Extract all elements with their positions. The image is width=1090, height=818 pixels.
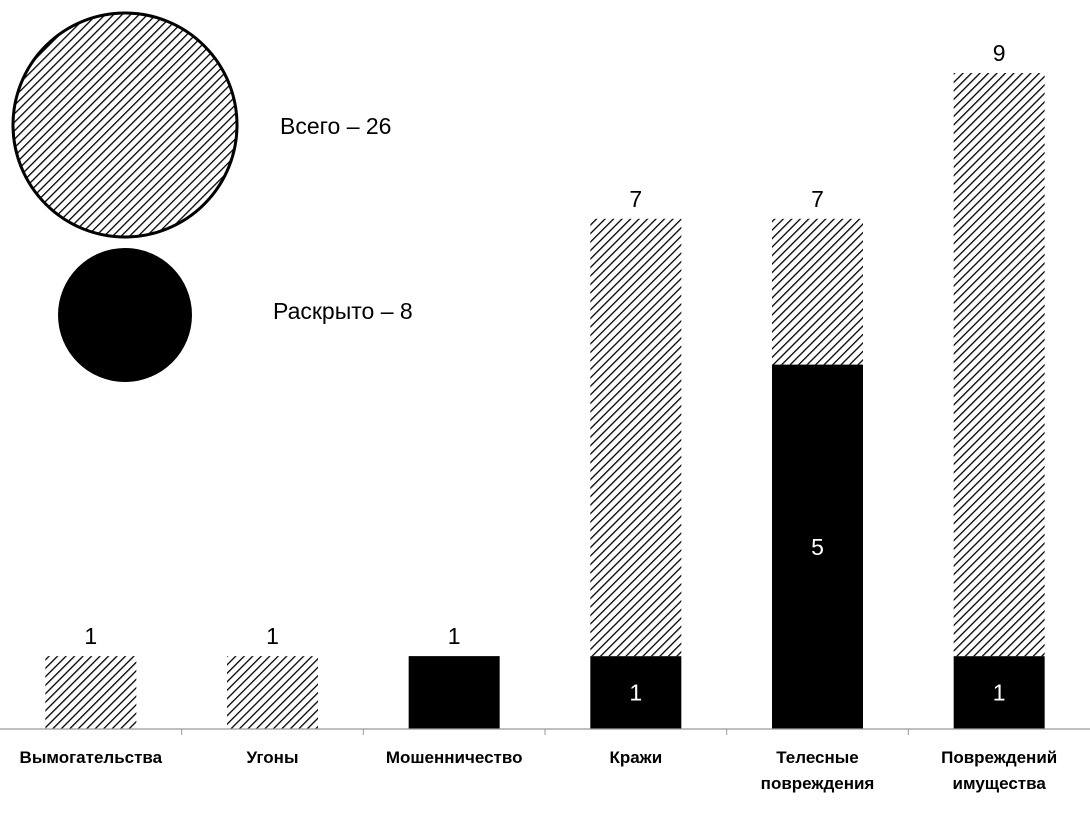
- category-label-1-0: Угоны: [247, 748, 299, 767]
- category-label-4-0: Телесные: [776, 748, 859, 767]
- bar-unsolved-1: [227, 656, 318, 729]
- category-label-5-0: Повреждений: [941, 748, 1057, 767]
- bar-solved-2: [408, 656, 500, 729]
- bar-unsolved-4: [772, 218, 863, 365]
- inner-label-4: 5: [811, 534, 824, 560]
- category-label-5-1: имущества: [953, 774, 1047, 793]
- bar-solved-5: [953, 656, 1045, 729]
- category-label-4-1: повреждения: [761, 774, 875, 793]
- bar-solved-3: [590, 656, 682, 729]
- total-label-2: 1: [448, 623, 461, 649]
- bar-solved-4: [772, 364, 863, 729]
- total-label-1: 1: [266, 623, 279, 649]
- category-label-0-0: Вымогательства: [20, 748, 163, 767]
- bar-unsolved-0: [45, 656, 137, 729]
- bar-unsolved-5: [953, 73, 1045, 657]
- category-label-3-0: Кражи: [609, 748, 662, 767]
- total-label-3: 7: [629, 186, 642, 212]
- legend-total-label: Всего – 26: [280, 113, 392, 139]
- legend-total-circle: [11, 11, 239, 239]
- legend-solved-circle: [58, 248, 192, 382]
- bar-unsolved-3: [590, 218, 682, 657]
- category-label-2-0: Мошенничество: [386, 748, 523, 767]
- total-label-5: 9: [993, 40, 1006, 66]
- legend-solved-label: Раскрыто – 8: [273, 298, 413, 324]
- inner-label-5: 1: [993, 680, 1006, 706]
- inner-label-3: 1: [629, 680, 642, 706]
- total-label-4: 7: [811, 186, 824, 212]
- total-label-0: 1: [84, 623, 97, 649]
